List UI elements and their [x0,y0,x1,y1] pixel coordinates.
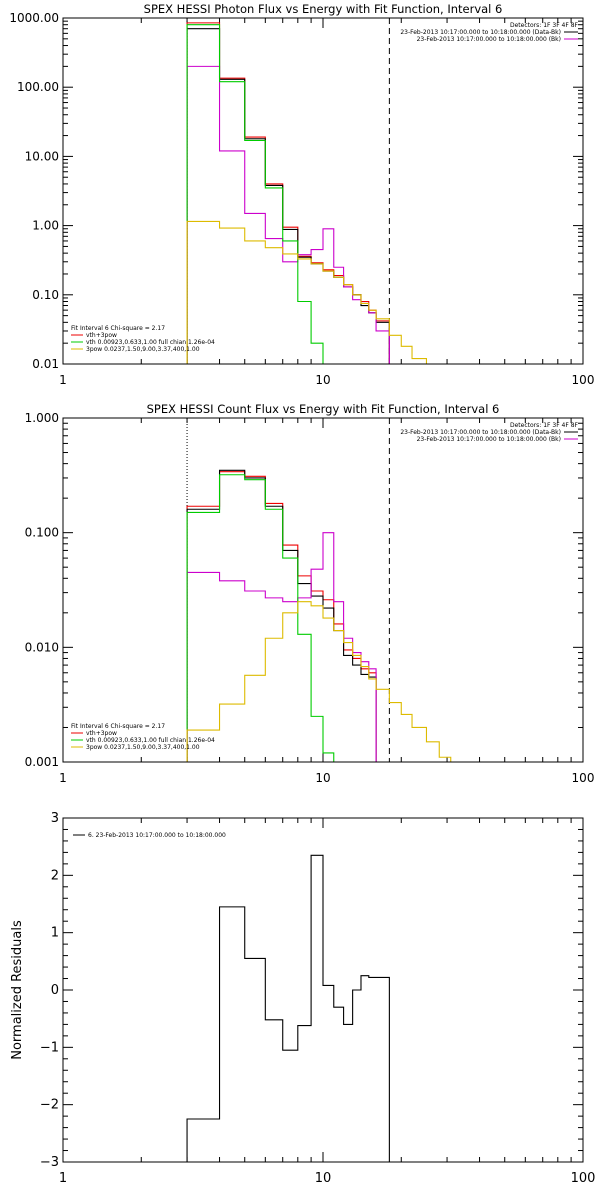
legend-label: 6. 23-Feb-2013 10:17:00.000 to 10:18:00.… [88,832,226,839]
y-tick-label: 100.00 [17,80,59,94]
series-line-4 [186,24,335,364]
legend-bottom-left: Fit Interval 6 Chi-square = 2.17vth+3pow… [71,325,215,353]
x-ticks: 1 10 100 [59,818,596,1186]
legend-top-left: 6. 23-Feb-2013 10:17:00.000 to 10:18:00.… [73,832,226,839]
y-ticks: 3 2 1 0 −1 −2 −3 [40,811,583,1170]
series-line-5 [186,601,452,762]
y-tick-label: 0.10 [32,288,59,302]
x-tick-label: 100 [571,1171,596,1186]
legend-label: vth+3pow [86,332,117,339]
legend-header: Fit Interval 6 Chi-square = 2.17 [71,723,165,730]
y-ticks: 1000.00 100.00 10.00 1.00 0.10 0.01 [9,11,583,371]
series-line-1 [186,471,377,762]
legend-label: vth 0.00923,0.633,1.00 full chian 1.26e-… [86,339,215,346]
y-tick-label: −1 [40,1040,59,1055]
y-axis-label: Normalized Residuals [10,920,25,1060]
legend-label: vth 0.00923,0.633,1.00 full chian 1.26e-… [86,737,215,744]
chart-2: SPEX HESSI Count Flux vs Energy with Fit… [25,402,595,785]
series-group [186,469,452,762]
legend-label: 3pow 0.0237,1.50,9.00,3.37,400,1.00 [86,744,200,751]
y-tick-label: 1.00 [32,219,59,233]
legend-label: vth+3pow [86,730,117,737]
x-tick-label: 100 [572,373,595,387]
y-tick-label: 1 [51,926,59,941]
series-line-2 [186,28,390,364]
series-line-2 [186,469,377,762]
x-tick-label: 100 [572,771,595,785]
series-line-5 [186,220,428,364]
legend-header: Detectors: 1F 3F 4F 8F [510,22,579,29]
x-tick-label: 10 [315,771,330,785]
chart-title: SPEX HESSI Photon Flux vs Energy with Fi… [144,2,503,16]
series-line-1 [186,22,390,364]
x-tick-label: 10 [315,1171,332,1186]
plot-frame [62,817,584,1163]
y-tick-label: 0.100 [25,526,59,540]
y-tick-label: 0 [51,983,59,998]
y-tick-label: 1000.00 [9,11,59,25]
legend-header: Fit Interval 6 Chi-square = 2.17 [71,325,165,332]
legend-label: 23-Feb-2013 10:17:00.000 to 10:18:00.000… [417,36,561,43]
x-tick-label: 1 [59,373,67,387]
plot-frame [62,417,584,763]
legend-header: Detectors: 1F 3F 4F 8F [510,422,579,429]
legend-bottom-left: Fit Interval 6 Chi-square = 2.17vth+3pow… [71,723,215,751]
plot-frame [62,17,584,365]
y-tick-label: 10.00 [25,149,59,163]
y-tick-label: −2 [40,1098,59,1113]
y-tick-label: 3 [51,811,59,826]
y-tick-label: 0.010 [25,640,59,654]
series-line-3 [186,65,390,364]
legend-label: 3pow 0.0237,1.50,9.00,3.37,400,1.00 [86,346,200,353]
series-group [186,854,390,1162]
y-tick-label: 0.01 [32,357,59,371]
y-ticks: 1.000 0.100 0.010 0.001 [25,411,583,769]
y-tick-label: 1.000 [25,411,59,425]
chart-title: SPEX HESSI Count Flux vs Energy with Fit… [147,402,500,416]
y-tick-label: 0.001 [25,755,59,769]
series-line-4 [186,474,335,762]
series-group [186,22,428,364]
legend-label: 23-Feb-2013 10:17:00.000 to 10:18:00.000… [400,29,561,36]
chart-1: SPEX HESSI Photon Flux vs Energy with Fi… [9,2,594,387]
x-tick-label: 1 [59,1171,67,1186]
y-tick-label: −3 [40,1155,59,1170]
legend-label: 23-Feb-2013 10:17:00.000 to 10:18:00.000… [400,429,561,436]
y-tick-label: 2 [51,868,59,883]
x-tick-label: 1 [59,771,67,785]
series-line-1 [186,854,390,1162]
series-line-3 [186,532,377,762]
x-tick-label: 10 [315,373,330,387]
legend-label: 23-Feb-2013 10:17:00.000 to 10:18:00.000… [417,436,561,443]
